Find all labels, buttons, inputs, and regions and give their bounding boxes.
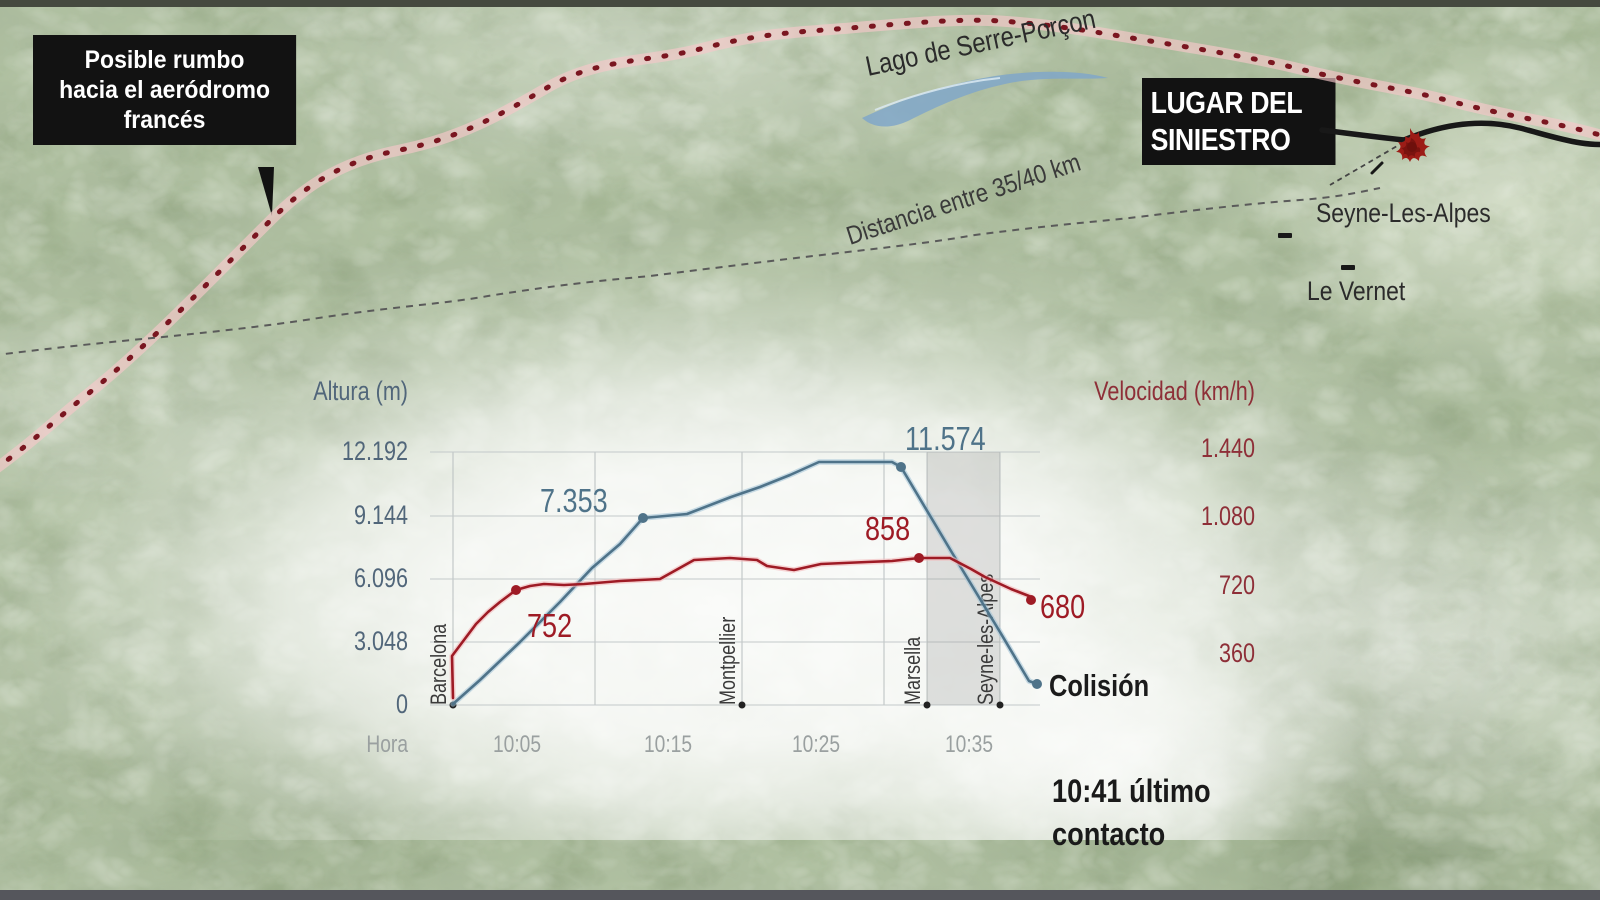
svg-text:10:35: 10:35 [945, 730, 993, 758]
svg-text:10:15: 10:15 [644, 730, 692, 758]
svg-text:858: 858 [865, 512, 910, 548]
svg-text:9.144: 9.144 [354, 501, 408, 531]
svg-text:Marsella: Marsella [901, 636, 925, 705]
svg-text:752: 752 [527, 609, 572, 645]
svg-text:1.080: 1.080 [1201, 502, 1255, 532]
svg-text:3.048: 3.048 [354, 627, 408, 657]
svg-text:Velocidad (km/h): Velocidad (km/h) [1094, 377, 1255, 407]
svg-text:11.574: 11.574 [905, 422, 986, 458]
svg-text:7.353: 7.353 [540, 484, 608, 520]
svg-text:Montpellier: Montpellier [716, 617, 740, 705]
svg-text:0: 0 [396, 690, 408, 720]
svg-text:Barcelona: Barcelona [427, 623, 451, 705]
svg-text:Altura (m): Altura (m) [313, 377, 408, 407]
svg-text:Hora: Hora [366, 730, 408, 758]
svg-text:1.440: 1.440 [1201, 434, 1255, 464]
svg-text:10:41 último: 10:41 último [1052, 774, 1211, 810]
svg-text:6.096: 6.096 [354, 564, 408, 594]
svg-text:10:05: 10:05 [493, 730, 541, 758]
svg-text:12.192: 12.192 [342, 437, 408, 467]
svg-text:680: 680 [1040, 590, 1085, 626]
svg-text:Colisión: Colisión [1049, 669, 1149, 704]
svg-text:360: 360 [1219, 639, 1255, 669]
svg-text:720: 720 [1219, 571, 1255, 601]
svg-text:10:25: 10:25 [792, 730, 840, 758]
svg-text:contacto: contacto [1052, 817, 1165, 853]
